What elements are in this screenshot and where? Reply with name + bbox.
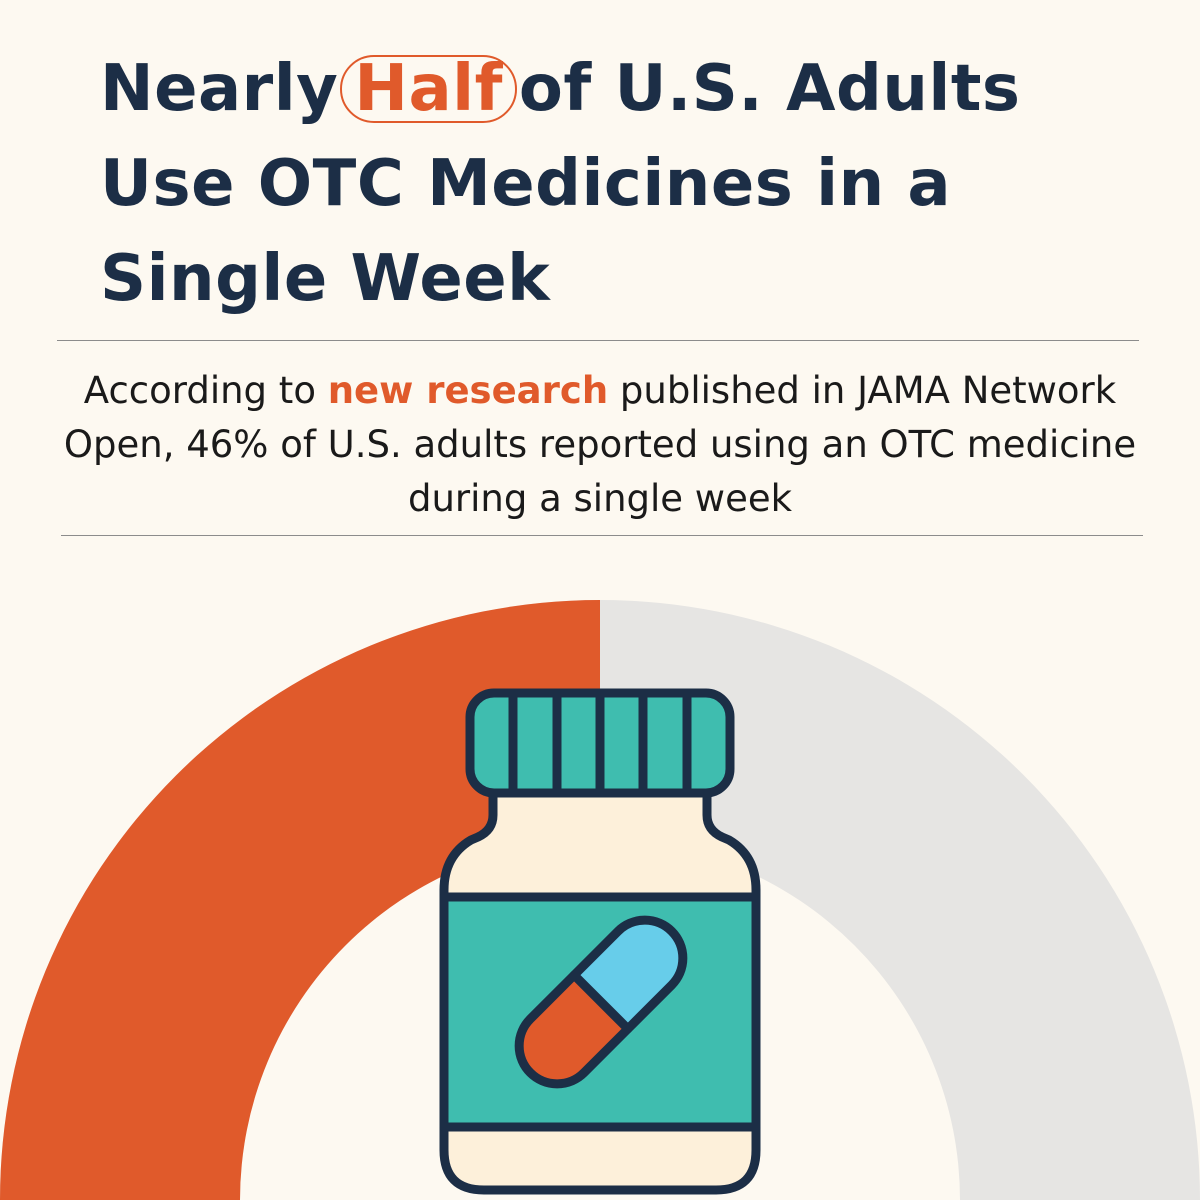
top-divider <box>57 340 1139 341</box>
subtitle-highlight: new research <box>327 369 609 412</box>
subtitle-body: published in JAMA Network Open, 46% of U… <box>63 369 1137 520</box>
headline-line-1: Nearly Half of U.S. Adults <box>100 42 1140 137</box>
capsule-half-bottom <box>514 970 633 1089</box>
subtitle-lead: According to <box>83 369 328 412</box>
capsule-icon <box>514 915 688 1089</box>
gauge-fill <box>0 600 600 1200</box>
headline-suffix: of U.S. Adults <box>518 52 1021 126</box>
headline-line-2: Use OTC Medicines in a <box>100 147 952 221</box>
subtitle: According to new research published in J… <box>40 364 1160 526</box>
pill-bottle-icon <box>439 688 761 1195</box>
headline-line-3: Single Week <box>100 242 551 316</box>
headline-prefix: Nearly <box>100 52 339 126</box>
headline: Nearly Half of U.S. Adults Use OTC Medicin… <box>100 42 1140 327</box>
headline-highlight: Half <box>340 55 517 123</box>
bottom-divider <box>61 535 1143 536</box>
